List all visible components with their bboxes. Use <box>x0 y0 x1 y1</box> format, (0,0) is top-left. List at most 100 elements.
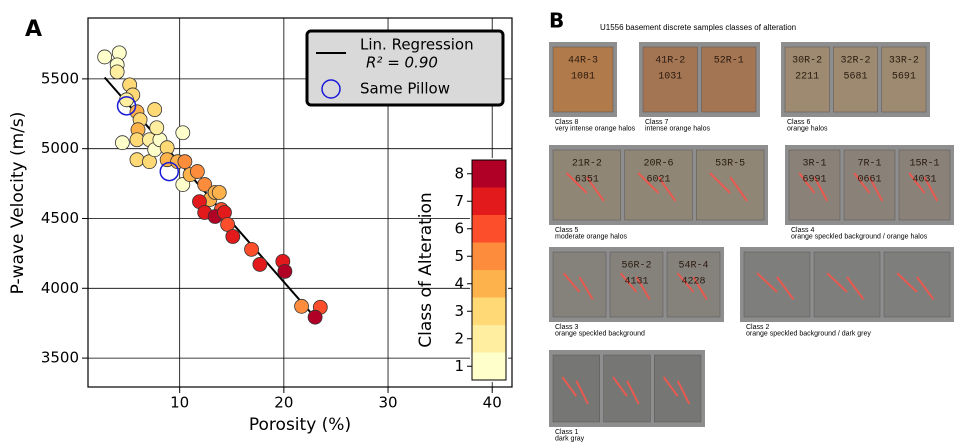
paint-mark <box>662 376 691 405</box>
photo-caption: Class 4 <box>791 227 814 234</box>
photo-caption: Class 8 <box>555 119 578 126</box>
sample-tag: 21R-2 <box>572 159 602 170</box>
paint-mark <box>561 376 589 405</box>
sample-point <box>114 135 130 151</box>
sample-point <box>175 177 191 192</box>
paint-mark <box>562 272 594 301</box>
sample-point <box>109 64 125 80</box>
rock-sample <box>552 251 607 318</box>
y-tick-label: 5000 <box>41 139 79 157</box>
x-tick-label: 10 <box>170 394 189 412</box>
sample-point <box>211 185 227 200</box>
sample-point <box>149 120 165 136</box>
pillow-marker <box>159 161 180 182</box>
legend-marker <box>321 79 341 99</box>
paint-mark <box>565 172 605 202</box>
rock-sample <box>603 354 651 423</box>
sample-point <box>307 309 323 325</box>
legend-annotation: R² = 0.90 <box>366 54 438 72</box>
sample-point <box>252 257 268 272</box>
sample-tag: 15R-1 <box>909 159 939 170</box>
panel-label: A <box>25 17 42 42</box>
sample-tag: 56R-2 <box>621 261 651 272</box>
sample-tag: 53R-5 <box>715 159 745 170</box>
colorbar-segment <box>472 242 506 270</box>
rock-sample <box>881 46 927 113</box>
y-tick-label: 5500 <box>41 69 79 87</box>
colorbar-segment <box>472 187 506 215</box>
photo-caption: orange halos <box>787 125 828 132</box>
paint-mark <box>637 172 677 202</box>
rock-sample <box>666 251 721 318</box>
rock-sample <box>813 251 881 318</box>
paint-mark <box>896 272 935 301</box>
photo-caption: Class 7 <box>645 119 668 126</box>
paint-mark <box>853 172 884 202</box>
sample-point <box>294 298 309 314</box>
sample-tag: 1081 <box>571 72 595 83</box>
photo-caption: very intense orange halos <box>555 125 636 132</box>
paint-mark <box>619 272 651 301</box>
colorbar-tick-label: 4 <box>454 274 464 292</box>
x-tick-label: 20 <box>274 394 293 412</box>
pillow-marker <box>116 96 137 116</box>
sample-tag: 4228 <box>681 277 705 288</box>
sample-tag: 44R-3 <box>568 56 598 67</box>
legend-label: Same Pillow <box>360 80 450 98</box>
rock-sample <box>898 149 951 221</box>
sample-tag: 5681 <box>843 72 867 83</box>
rock-sample <box>788 149 841 221</box>
colorbar-segment <box>472 215 506 243</box>
paint-mark <box>612 376 640 405</box>
y-tick-label: 4000 <box>41 279 79 297</box>
sample-tag: 6021 <box>646 175 670 186</box>
rock-sample <box>883 251 951 318</box>
photo-caption: orange speckled background / orange halo… <box>791 233 928 240</box>
rock-sample <box>833 46 878 113</box>
sample-point <box>147 102 163 117</box>
colorbar-tick-label: 7 <box>454 192 464 210</box>
sample-tag: 1031 <box>658 72 682 83</box>
rock-sample <box>609 251 664 318</box>
sample-tag: 6991 <box>802 175 826 186</box>
rock-sample <box>552 46 614 113</box>
colorbar-tick-label: 6 <box>454 219 464 237</box>
sample-point <box>277 263 293 279</box>
rock-sample <box>654 354 702 423</box>
paint-mark <box>826 272 865 301</box>
sample-point <box>177 154 193 170</box>
sample-point <box>97 49 113 65</box>
x-tick-label: 30 <box>378 394 397 412</box>
y-axis-label: P-wave Velocity (m/s) <box>8 112 28 295</box>
plot-frame <box>87 17 513 388</box>
colorbar-segment <box>472 297 506 325</box>
sample-point <box>189 164 205 179</box>
sample-tag: 3R-1 <box>802 159 826 170</box>
colorbar-tick-label: 3 <box>454 302 464 320</box>
sample-point <box>129 152 145 168</box>
paint-mark <box>798 172 829 202</box>
sample-tag: 32R-2 <box>840 56 870 67</box>
rock-sample <box>624 149 693 221</box>
sample-point <box>244 241 259 257</box>
colorbar-segment <box>472 325 506 353</box>
colorbar-tick-label: 5 <box>454 247 464 265</box>
legend-box <box>305 29 505 107</box>
rock-sample <box>843 149 896 221</box>
colorbar-label: Class of Alteration <box>416 192 436 347</box>
y-tick-label: 3500 <box>41 349 79 367</box>
paint-mark <box>676 272 708 301</box>
sample-tag: 33R-2 <box>889 56 919 67</box>
photo-caption: Class 3 <box>555 324 578 331</box>
photo-caption: dark gray <box>555 435 585 442</box>
panel-title: U1556 basement discrete samples classes … <box>600 23 796 32</box>
sample-tag: 5691 <box>892 72 916 83</box>
rock-sample <box>784 46 830 113</box>
y-tick-label: 4500 <box>41 209 79 227</box>
sample-point <box>225 229 241 244</box>
rock-sample <box>552 354 600 423</box>
paint-mark <box>756 272 795 301</box>
sample-point <box>197 177 213 192</box>
colorbar-frame <box>471 159 507 381</box>
